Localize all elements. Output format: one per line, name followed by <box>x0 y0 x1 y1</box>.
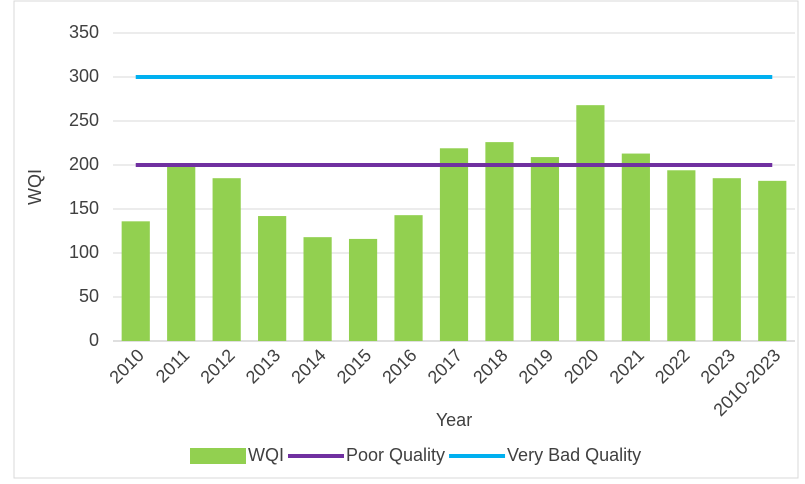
y-tick-label: 150 <box>69 198 99 218</box>
bar <box>485 142 514 341</box>
bar <box>258 216 287 341</box>
bar <box>621 153 650 341</box>
bar <box>394 215 423 341</box>
y-axis-title: WQI <box>25 169 45 205</box>
y-tick-label: 50 <box>79 286 99 306</box>
legend-swatch <box>190 448 246 464</box>
legend-label: Very Bad Quality <box>507 445 641 465</box>
bar <box>530 157 560 341</box>
bar <box>348 238 378 341</box>
y-tick-label: 0 <box>89 330 99 350</box>
y-tick-label: 200 <box>69 154 99 174</box>
bar <box>439 148 469 341</box>
bar <box>576 105 605 341</box>
y-tick-label: 250 <box>69 110 99 130</box>
y-tick-label: 300 <box>69 66 99 86</box>
y-tick-label: 100 <box>69 242 99 262</box>
legend-label: Poor Quality <box>346 445 445 465</box>
x-axis-title: Year <box>436 410 472 430</box>
bar <box>667 170 696 341</box>
bar <box>758 180 787 341</box>
bar <box>212 178 241 341</box>
bar <box>167 166 196 341</box>
bar <box>121 221 150 341</box>
bar <box>303 237 332 341</box>
legend-label: WQI <box>248 445 284 465</box>
y-tick-label: 350 <box>69 22 99 42</box>
bar <box>712 178 741 341</box>
